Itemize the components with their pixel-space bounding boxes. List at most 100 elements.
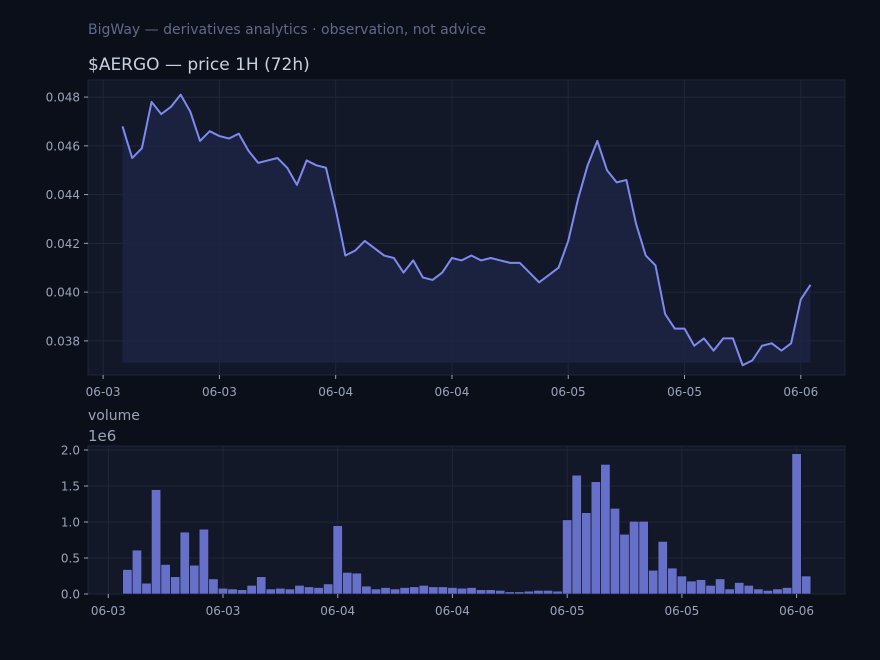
volume-bar — [265, 588, 276, 595]
volume-bars — [122, 453, 812, 595]
volume-bar — [801, 575, 812, 595]
volume-y-tick-label: 1.5 — [61, 480, 80, 494]
volume-bar — [705, 585, 716, 595]
volume-bar — [351, 572, 362, 595]
volume-bar — [657, 541, 668, 595]
price-x-axis: 06-03 06-03 06-04 06-04 06-05 06-05 06-06 — [86, 375, 818, 399]
volume-bar — [437, 586, 448, 595]
volume-bar — [533, 590, 544, 595]
price-x-tick-label: 06-06 — [783, 385, 818, 399]
volume-y-tick-label: 1.0 — [61, 516, 80, 530]
volume-bar — [428, 586, 439, 595]
volume-bar — [380, 587, 391, 595]
volume-bar — [189, 564, 200, 595]
volume-x-tick-label: 06-05 — [550, 604, 585, 618]
volume-bar — [456, 587, 467, 595]
price-x-tick-label: 06-03 — [86, 385, 121, 399]
volume-bar — [284, 588, 295, 595]
volume-bar — [571, 474, 582, 595]
volume-x-tick-label: 06-06 — [779, 604, 814, 618]
volume-bar — [590, 481, 601, 595]
price-x-tick-label: 06-04 — [435, 385, 470, 399]
price-x-tick-label: 06-04 — [318, 385, 353, 399]
volume-bar — [600, 464, 611, 595]
price-y-tick-label: 0.046 — [46, 139, 80, 153]
volume-bar — [772, 588, 783, 595]
volume-bar — [782, 587, 793, 595]
volume-bar — [390, 588, 401, 595]
volume-bar — [485, 589, 496, 595]
volume-bar — [676, 575, 687, 595]
volume-bar — [332, 525, 343, 595]
volume-bar — [638, 520, 649, 595]
volume-plot-area — [87, 445, 846, 595]
volume-bar — [246, 585, 257, 595]
volume-bar — [734, 582, 745, 595]
volume-bar — [323, 583, 334, 595]
volume-y-axis: 0.0 0.5 1.0 1.5 2.0 — [61, 444, 88, 602]
price-chart: 0.038 0.040 0.042 0.044 0.046 0.048 06-03 06-0… — [46, 79, 846, 399]
volume-bar — [724, 588, 735, 595]
volume-bar — [409, 586, 420, 595]
volume-bar — [523, 590, 534, 595]
volume-bar — [275, 587, 286, 595]
volume-bar — [543, 590, 554, 595]
volume-bar — [667, 567, 678, 595]
volume-y-tick-label: 0.5 — [61, 552, 80, 566]
volume-bar — [762, 590, 773, 595]
volume-bar — [552, 590, 563, 595]
volume-bar — [141, 582, 152, 595]
volume-bar — [609, 508, 620, 595]
volume-x-tick-label: 06-03 — [206, 604, 241, 618]
volume-x-tick-label: 06-03 — [91, 604, 126, 618]
price-area-fill — [122, 94, 811, 366]
volume-x-axis: 06-03 06-03 06-04 06-04 06-05 06-05 06-06 — [91, 594, 814, 618]
volume-bar — [743, 585, 754, 595]
price-x-tick-label: 06-05 — [551, 385, 586, 399]
page-subtitle: BigWay — derivatives analytics · observa… — [88, 22, 486, 38]
volume-bar — [170, 576, 181, 595]
volume-bar — [686, 580, 697, 595]
volume-bar — [179, 531, 190, 595]
volume-bar — [418, 585, 429, 595]
volume-x-tick-label: 06-05 — [664, 604, 699, 618]
volume-bar — [342, 572, 353, 595]
volume-bar — [399, 587, 410, 595]
volume-bar — [476, 589, 487, 595]
volume-bar — [514, 591, 525, 595]
volume-bar — [466, 587, 477, 595]
price-y-tick-label: 0.040 — [46, 286, 80, 300]
volume-bar — [160, 564, 171, 595]
volume-scale-label: 1e6 — [88, 427, 116, 445]
volume-bar — [791, 453, 802, 595]
volume-bar — [313, 587, 324, 595]
volume-bar — [122, 569, 133, 595]
price-x-tick-label: 06-03 — [202, 385, 237, 399]
volume-bar — [131, 549, 142, 595]
volume-bar — [715, 578, 726, 595]
volume-bar — [629, 520, 640, 595]
volume-bar — [753, 588, 764, 595]
volume-bar — [619, 533, 630, 595]
price-y-tick-label: 0.044 — [46, 188, 80, 202]
volume-bar — [151, 489, 162, 595]
price-y-tick-label: 0.038 — [46, 334, 80, 348]
volume-bar — [208, 578, 219, 595]
volume-bar — [370, 588, 381, 595]
volume-bar — [237, 589, 248, 595]
volume-bar — [304, 586, 315, 595]
price-y-tick-label: 0.042 — [46, 237, 80, 251]
volume-bar — [562, 519, 573, 595]
volume-bar — [495, 590, 506, 595]
price-chart-title: $AERGO — price 1H (72h) — [88, 55, 310, 75]
volume-bar — [504, 591, 515, 595]
volume-bar — [581, 512, 592, 595]
volume-x-tick-label: 06-04 — [320, 604, 355, 618]
price-y-tick-label: 0.048 — [46, 91, 80, 105]
volume-bar — [227, 588, 238, 595]
price-y-axis: 0.038 0.040 0.042 0.044 0.046 0.048 — [46, 91, 88, 348]
volume-y-tick-label: 2.0 — [61, 444, 80, 458]
volume-y-tick-label: 0.0 — [61, 588, 80, 602]
volume-bar — [294, 585, 305, 595]
price-grid — [88, 80, 845, 375]
